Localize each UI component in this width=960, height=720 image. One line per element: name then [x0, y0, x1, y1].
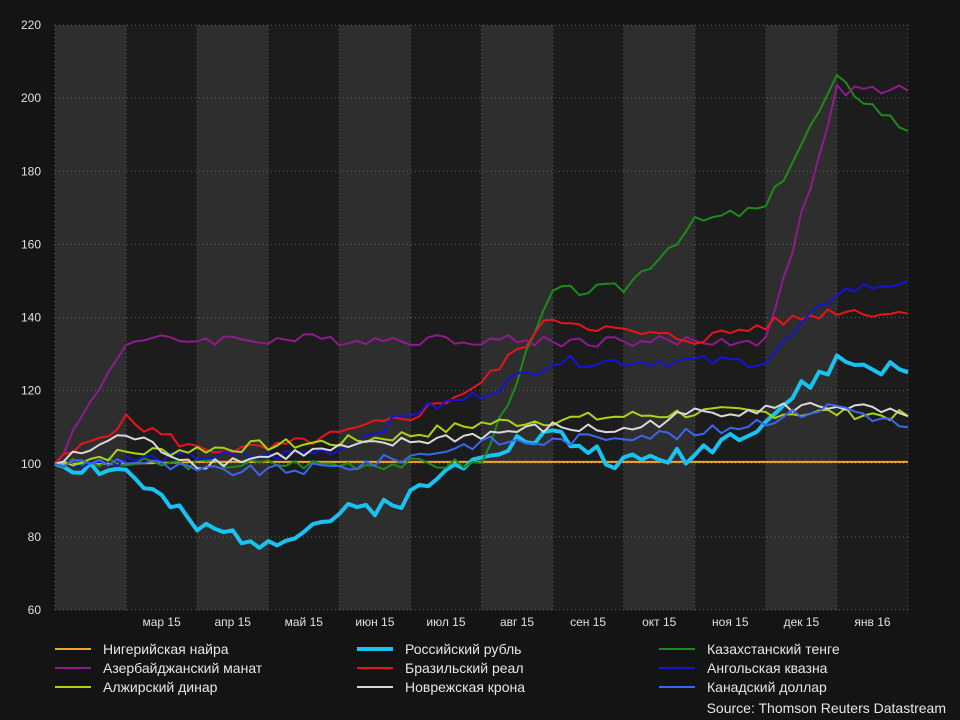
legend-label: Алжирский динар: [103, 679, 218, 695]
series-lines: [54, 74, 909, 550]
x-tick-label: апр 15: [214, 615, 251, 629]
legend-label: Казахстанский тенге: [707, 641, 840, 657]
legend-item: Ангольская квазна: [659, 659, 935, 677]
x-tick-label: дек 15: [784, 615, 820, 629]
y-tick-label: 60: [28, 603, 42, 617]
y-tick-label: 80: [28, 530, 42, 544]
series-line: [54, 84, 909, 465]
y-tick-label: 140: [21, 311, 41, 325]
y-tick-label: 220: [21, 18, 41, 32]
legend-item: Канадский доллар: [659, 678, 935, 696]
y-tick-label: 200: [21, 91, 41, 105]
x-tick-label: янв 16: [854, 615, 891, 629]
legend-label: Канадский доллар: [707, 679, 827, 695]
x-tick-label: май 15: [285, 615, 324, 629]
month-band: [55, 25, 127, 610]
legend-swatch: [357, 667, 393, 669]
legend-item: Новрежская крона: [357, 678, 659, 696]
y-tick-label: 100: [21, 457, 41, 471]
month-band: [765, 25, 837, 610]
legend-label: Ангольская квазна: [707, 660, 828, 676]
legend-item: Нигерийская найра: [55, 640, 357, 658]
legend-swatch: [659, 686, 695, 688]
y-tick-label: 120: [21, 384, 41, 398]
y-tick-label: 180: [21, 164, 41, 178]
x-tick-label: авг 15: [500, 615, 534, 629]
month-band: [481, 25, 553, 610]
y-axis: 60 80 100 120 140 160 180 200 220: [21, 18, 41, 617]
legend-item: Алжирский динар: [55, 678, 357, 696]
legend: Нигерийская найра Российский рубль Казахст…: [55, 640, 935, 696]
series-line: [54, 353, 909, 550]
legend-swatch: [357, 647, 393, 651]
legend-label: Азербайджанский манат: [103, 660, 263, 676]
legend-label: Новрежская крона: [405, 679, 526, 695]
legend-item: Бразильский реал: [357, 659, 659, 677]
series-line: [54, 403, 909, 477]
x-tick-label: июн 15: [355, 615, 394, 629]
month-band: [197, 25, 269, 610]
grid-lines: [54, 24, 909, 611]
legend-item: Казахстанский тенге: [659, 640, 935, 658]
legend-item: Российский рубль: [357, 640, 659, 658]
legend-item: Азербайджанский манат: [55, 659, 357, 677]
x-tick-label: мар 15: [142, 615, 181, 629]
legend-label: Российский рубль: [405, 641, 522, 657]
legend-swatch: [55, 648, 91, 650]
y-tick-label: 160: [21, 237, 41, 251]
legend-swatch: [357, 686, 393, 688]
x-tick-label: сен 15: [570, 615, 606, 629]
x-tick-label: июл 15: [426, 615, 465, 629]
series-line: [54, 401, 909, 470]
legend-swatch: [55, 686, 91, 688]
x-tick-label: ноя 15: [712, 615, 749, 629]
legend-swatch: [55, 667, 91, 669]
legend-swatch: [659, 648, 695, 650]
legend-swatch: [659, 667, 695, 669]
legend-label: Бразильский реал: [405, 660, 524, 676]
series-line: [54, 279, 909, 469]
series-line: [54, 406, 909, 467]
source-note: Source: Thomson Reuters Datastream: [706, 700, 946, 716]
x-tick-label: окт 15: [642, 615, 677, 629]
series-line: [54, 308, 909, 465]
x-axis: мар 15 апр 15 май 15 июн 15 июл 15 авг 15 сен …: [142, 615, 890, 629]
legend-label: Нигерийская найра: [103, 641, 229, 657]
